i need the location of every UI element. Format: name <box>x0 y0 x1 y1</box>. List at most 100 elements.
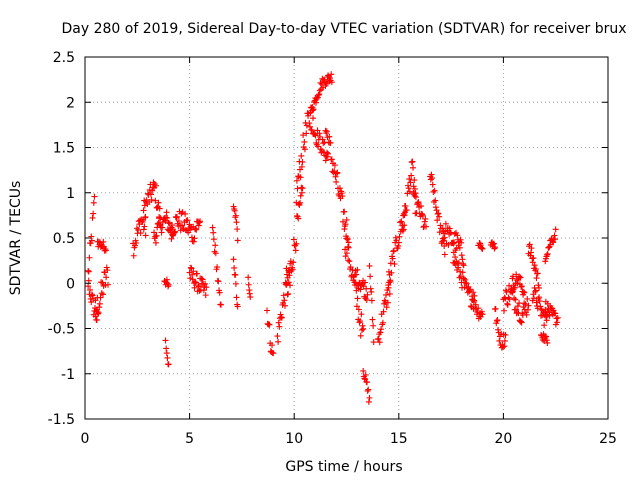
data-point <box>245 274 252 281</box>
data-point <box>193 226 200 233</box>
data-point <box>357 332 364 339</box>
data-point <box>490 240 497 247</box>
data-point <box>299 185 306 192</box>
data-point <box>333 178 340 185</box>
data-point <box>402 202 409 209</box>
data-point <box>398 218 405 225</box>
data-point <box>366 394 373 401</box>
data-point <box>311 131 318 138</box>
data-point <box>432 197 439 204</box>
y-tick-label: -0.5 <box>48 322 75 338</box>
data-point <box>347 264 354 271</box>
data-point <box>281 297 288 304</box>
data-point <box>102 246 109 253</box>
data-point <box>313 99 320 106</box>
data-point <box>192 278 199 285</box>
data-point <box>155 220 162 227</box>
data-point <box>502 331 509 338</box>
data-point <box>85 268 92 275</box>
data-point <box>149 187 156 194</box>
data-point <box>516 273 523 280</box>
y-tick-label: 2.5 <box>53 50 75 66</box>
data-point <box>162 337 169 344</box>
data-point <box>171 229 178 236</box>
data-point <box>410 183 417 190</box>
data-point <box>299 158 306 165</box>
data-point <box>174 213 181 220</box>
data-point <box>517 274 524 281</box>
data-point <box>524 306 531 313</box>
data-point <box>159 224 166 231</box>
data-point <box>326 133 333 140</box>
data-point <box>85 277 92 284</box>
data-point <box>455 264 462 271</box>
data-point <box>276 323 283 330</box>
data-point <box>293 212 300 219</box>
data-point <box>405 185 412 192</box>
y-axis-label: SDTVAR / TECUs <box>8 181 24 296</box>
data-point <box>197 218 204 225</box>
data-point <box>346 258 353 265</box>
data-point <box>518 283 525 290</box>
data-point <box>328 71 335 78</box>
data-point <box>342 253 349 260</box>
data-point <box>491 245 498 252</box>
data-point <box>103 274 110 281</box>
data-point <box>528 245 535 252</box>
data-point <box>202 292 209 299</box>
data-point <box>344 236 351 243</box>
data-point <box>360 367 367 374</box>
data-point <box>446 225 453 232</box>
data-point <box>422 223 429 230</box>
data-point <box>320 140 327 147</box>
data-point <box>429 175 436 182</box>
data-point <box>104 267 111 274</box>
data-point <box>301 146 308 153</box>
data-point <box>363 296 370 303</box>
data-point <box>506 296 513 303</box>
data-point <box>531 284 538 291</box>
data-point <box>431 187 438 194</box>
data-point <box>234 303 241 310</box>
data-point <box>470 289 477 296</box>
data-point <box>544 251 551 258</box>
data-point <box>316 130 323 137</box>
data-point <box>554 319 561 326</box>
data-point <box>387 260 394 267</box>
data-point <box>532 288 539 295</box>
data-point <box>163 350 170 357</box>
data-point <box>419 212 426 219</box>
data-point <box>361 375 368 382</box>
data-point <box>310 106 317 113</box>
data-point <box>301 138 308 145</box>
data-point <box>195 283 202 290</box>
data-point <box>368 288 375 295</box>
data-point <box>534 270 541 277</box>
data-point <box>320 149 327 156</box>
data-point <box>137 230 144 237</box>
data-point <box>385 282 392 289</box>
data-point <box>375 335 382 342</box>
data-point <box>130 252 137 259</box>
data-point <box>325 150 332 157</box>
data-point <box>168 235 175 242</box>
data-point <box>395 239 402 246</box>
data-point <box>152 233 159 240</box>
data-point <box>523 311 530 318</box>
data-point <box>462 279 469 286</box>
data-point <box>190 268 197 275</box>
data-point <box>196 219 203 226</box>
data-point <box>471 292 478 299</box>
data-point <box>141 223 148 230</box>
data-point <box>506 282 513 289</box>
data-point <box>429 181 436 188</box>
data-point <box>336 185 343 192</box>
data-point <box>530 255 537 262</box>
data-point <box>234 237 241 244</box>
data-point <box>552 310 559 317</box>
data-point <box>434 217 441 224</box>
data-point <box>88 299 95 306</box>
data-point <box>432 204 439 211</box>
data-point <box>209 224 216 231</box>
data-point <box>102 247 109 254</box>
